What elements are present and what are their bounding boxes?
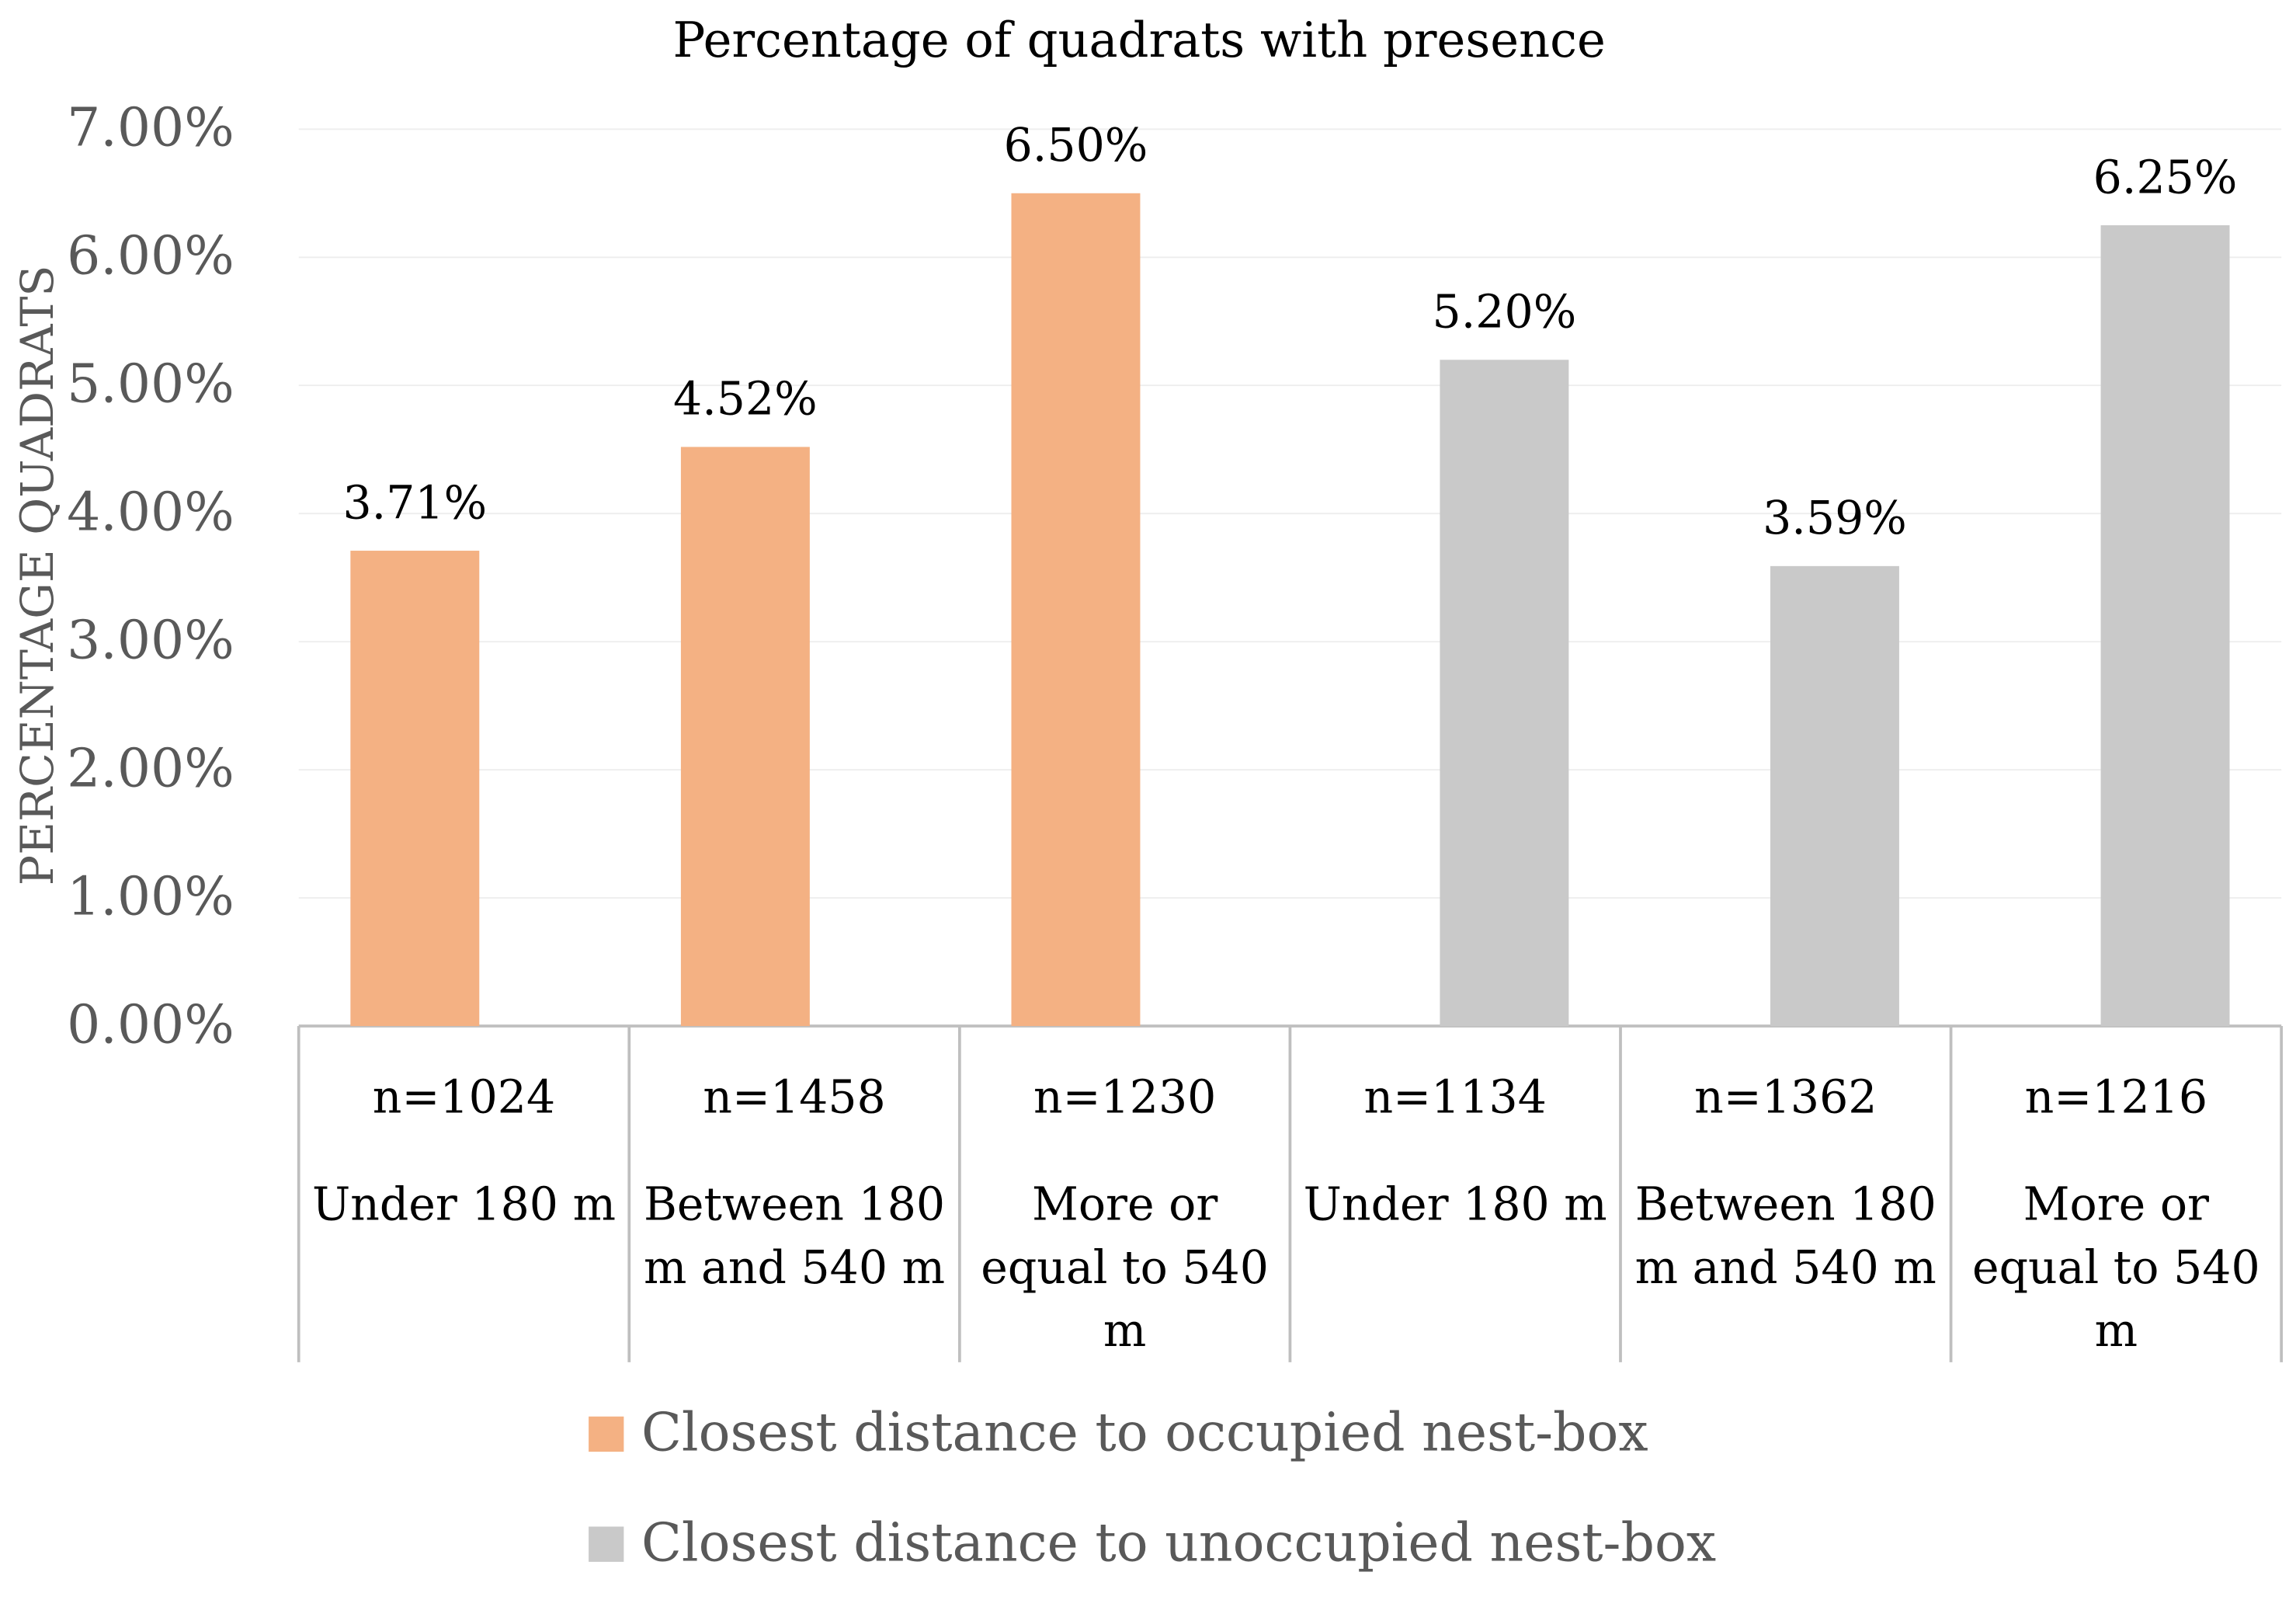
x-tick-label: Between 180 m and 540 m [643,1178,946,1295]
x-tick-label: More or equal to 540 m [1971,1178,2260,1358]
data-label: 6.25% [2093,151,2238,203]
bar [1770,565,1899,1027]
sample-size-label: n=1134 [1364,1070,1547,1123]
sample-size-label: n=1362 [1694,1070,1877,1123]
bar [350,551,480,1027]
sample-size-label: n=1230 [1033,1070,1216,1123]
chart-title: Percentage of quadrats with presence [673,12,1606,68]
bar [1011,193,1141,1027]
data-label: 3.59% [1763,492,1907,544]
x-tick-label-box: Between 180 m and 540 m [1634,1178,1936,1295]
y-tick-label: 2.00% [67,738,234,799]
y-axis-title: PERCENTAGE QUADRATS [11,265,64,885]
x-tick-label-box: More or equal to 540 m [1971,1178,2260,1358]
bar [2100,225,2230,1027]
bar [1440,360,1569,1027]
y-tick-label: 7.00% [67,98,234,159]
x-tick-label: Between 180 m and 540 m [1634,1178,1936,1295]
data-label: 4.52% [673,373,818,426]
bar [680,447,810,1027]
x-tick-label: More or equal to 540 m [981,1178,1269,1358]
x-tick-label: Under 180 m [311,1178,617,1232]
legend-swatch [589,1526,624,1562]
x-tick-label-box: Between 180 m and 540 m [643,1178,946,1295]
y-tick-label: 4.00% [67,482,234,543]
sample-size-label: n=1024 [373,1070,555,1123]
x-tick-label: Under 180 m [1303,1178,1607,1232]
legend-swatch [589,1416,624,1452]
y-tick-label: 0.00% [67,994,234,1056]
y-tick-label: 3.00% [67,610,234,671]
x-tick-label-box: Under 180 m [311,1178,617,1232]
y-tick-label: 6.00% [67,226,234,287]
data-label: 3.71% [342,476,487,529]
legend-label: Closest distance to occupied nest-box [641,1403,1648,1464]
x-tick-label-box: More or equal to 540 m [981,1178,1269,1358]
sample-size-label: n=1458 [703,1070,885,1123]
data-label: 5.20% [1433,286,1577,339]
sample-size-label: n=1216 [2025,1070,2207,1123]
y-tick-label: 5.00% [67,353,234,415]
y-tick-label: 1.00% [67,866,234,927]
legend-label: Closest distance to unoccupied nest-box [641,1512,1716,1574]
x-tick-label-box: Under 180 m [1303,1178,1607,1232]
data-label: 6.50% [1004,119,1148,172]
